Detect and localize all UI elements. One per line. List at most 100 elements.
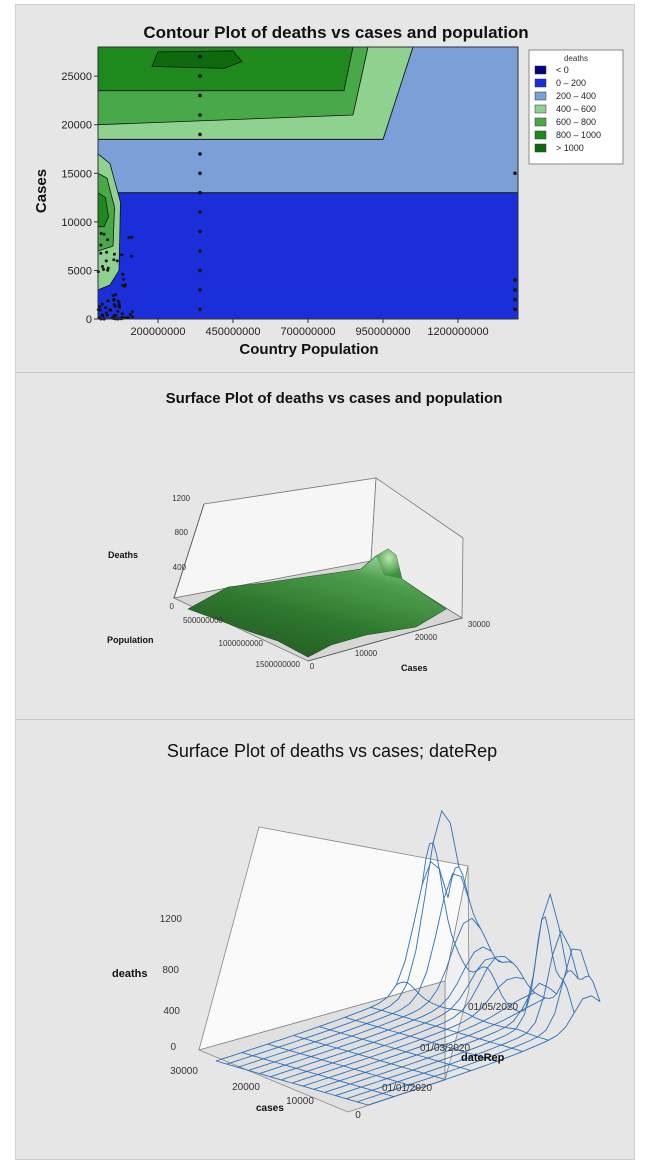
contour-region xyxy=(151,50,243,69)
surface1-x-ticks: 0 10000 20000 30000 xyxy=(310,620,491,671)
surface2-mesh-line xyxy=(280,955,514,1081)
surface2-y-tick: 01/01/2020 xyxy=(382,1083,432,1094)
surface2-mesh-line xyxy=(267,1043,420,1089)
surface2-mesh-line xyxy=(421,842,575,1014)
surface2-z-axis-label: deaths xyxy=(112,968,147,980)
surface-panel-population: Surface Plot of deaths vs cases and popu… xyxy=(16,373,634,719)
legend-label: < 0 xyxy=(556,65,569,75)
contour-data-point xyxy=(105,250,109,254)
surface2-mesh-line xyxy=(241,1052,394,1098)
contour-data-point xyxy=(114,293,118,296)
contour-title: Contour Plot of deaths vs cases and popu… xyxy=(143,23,528,42)
contour-data-point xyxy=(130,310,134,314)
surface1-x-tick: 20000 xyxy=(415,633,438,642)
surface2-x-tick: 0 xyxy=(355,1110,361,1121)
contour-data-point xyxy=(106,313,109,317)
surface2-mesh-line xyxy=(248,917,481,1071)
contour-data-point xyxy=(198,113,202,117)
contour-data-point xyxy=(198,288,202,292)
contour-region xyxy=(97,192,519,320)
surface1-z-ticks: 1200 800 400 0 xyxy=(170,494,191,611)
contour-data-point xyxy=(102,267,105,271)
contour-data-point xyxy=(120,253,124,257)
contour-data-point xyxy=(127,236,131,239)
surface2-mesh-line xyxy=(356,948,590,1103)
surface1-z-tick: 400 xyxy=(173,563,187,572)
legend-swatch xyxy=(534,65,547,75)
surface2-mesh-line xyxy=(367,995,601,1106)
contour-data-point xyxy=(104,306,108,310)
surface1-peak xyxy=(376,549,402,579)
contour-x-tick-label: 950000000 xyxy=(355,326,410,338)
contour-data-point xyxy=(101,265,104,268)
contour-data-point xyxy=(198,229,202,234)
surface2-x-tick: 30000 xyxy=(170,1066,198,1077)
contour-data-point xyxy=(198,93,202,98)
contour-data-point xyxy=(198,171,202,176)
contour-data-point xyxy=(513,278,517,282)
surface2-x-ticks: 30000 20000 10000 0 xyxy=(170,1066,361,1121)
contour-data-point xyxy=(115,259,119,263)
contour-data-point xyxy=(129,254,133,258)
legend-swatch xyxy=(534,78,547,88)
surface2-mesh-line xyxy=(237,873,471,1068)
surface2-x-tick: 10000 xyxy=(286,1096,314,1107)
surface-plot-daterep: Surface Plot of deaths vs cases; dateRep… xyxy=(112,741,601,1121)
contour-data-point xyxy=(198,190,202,195)
contour-data-point xyxy=(121,284,124,287)
surface2-mesh-line xyxy=(313,997,546,1090)
surface-plot-population: Surface Plot of deaths vs cases and popu… xyxy=(107,390,502,673)
surface2-mesh-line xyxy=(396,981,549,1041)
surface2-mesh-line xyxy=(293,1035,446,1080)
surface2-mesh-line xyxy=(226,809,460,1065)
surface2-z-tick: 0 xyxy=(170,1042,176,1053)
surface1-z-tick: 0 xyxy=(170,602,175,611)
contour-data-point xyxy=(101,314,105,318)
contour-data-point xyxy=(122,277,125,281)
legend-label: 800 – 1000 xyxy=(556,130,601,140)
legend-swatch xyxy=(534,117,547,127)
surface2-mesh-line xyxy=(370,1006,523,1052)
surface2-mesh-line xyxy=(270,957,503,1078)
contour-x-tick-label: 1200000000 xyxy=(427,326,488,338)
legend-label: 600 – 800 xyxy=(556,117,596,127)
contour-data-point xyxy=(112,298,116,302)
contour-data-point xyxy=(198,268,202,273)
legend-swatch xyxy=(534,143,547,153)
contour-data-point xyxy=(106,238,110,242)
contour-y-tick-label: 0 xyxy=(86,314,92,326)
legend-title: deaths xyxy=(564,54,588,63)
legend-label: 0 – 200 xyxy=(556,78,586,88)
surface1-y-axis-label: Population xyxy=(107,635,154,645)
contour-data-point xyxy=(108,308,112,312)
surface1-x-axis-label: Cases xyxy=(401,663,428,673)
surface2-x-axis-label: cases xyxy=(256,1103,284,1114)
contour-x-axis-label: Country Population xyxy=(239,341,378,358)
surface1-z-tick: 1200 xyxy=(172,494,190,503)
surface2-x-tick: 20000 xyxy=(232,1082,260,1093)
surface2-mesh-line xyxy=(215,1060,369,1106)
contour-data-point xyxy=(111,294,115,297)
contour-data-point xyxy=(198,54,202,59)
contour-data-point xyxy=(130,315,134,319)
contour-data-point xyxy=(116,309,120,313)
legend-label: > 1000 xyxy=(556,143,584,153)
contour-data-point xyxy=(106,299,110,303)
surface2-mesh-line xyxy=(318,1026,472,1072)
contour-y-tick-label: 15000 xyxy=(61,168,92,180)
contour-legend: deaths < 0 0 – 200 200 – 400 400 – 600 600 –… xyxy=(528,49,624,165)
contour-data-point xyxy=(117,301,121,304)
surface2-mesh-line xyxy=(447,866,601,1002)
surface2-z-tick: 800 xyxy=(162,965,179,976)
legend-swatch xyxy=(534,91,547,101)
surface2-y-tick: 01/05/2020 xyxy=(468,1002,518,1013)
contour-panel: Contour Plot of deaths vs cases and popu… xyxy=(16,5,634,372)
contour-y-tick-label: 25000 xyxy=(61,71,92,83)
contour-data-point xyxy=(198,249,202,253)
contour-data-point xyxy=(112,258,116,262)
contour-data-point xyxy=(198,152,202,156)
surface2-mesh-line xyxy=(259,946,492,1075)
contour-data-point xyxy=(513,288,517,292)
surface2-mesh-line xyxy=(335,892,568,1097)
contour-y-tick-label: 10000 xyxy=(61,217,92,229)
